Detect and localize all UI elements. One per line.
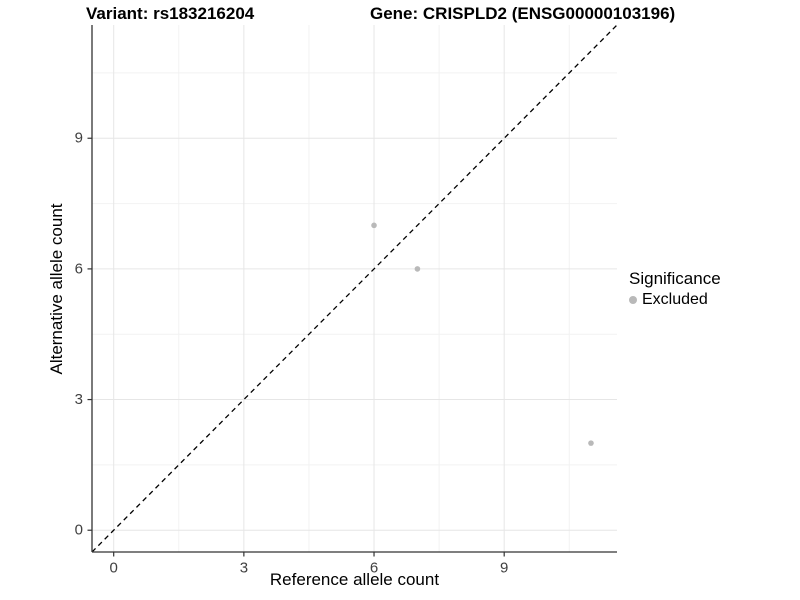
identity-dashed-line [91, 24, 618, 553]
y-tick-label: 3 [75, 391, 83, 408]
x-tick-label: 6 [370, 559, 378, 576]
y-axis-title: Alternative allele count [47, 203, 66, 375]
y-tick-label: 0 [75, 522, 83, 539]
legend-title: Significance [629, 269, 721, 288]
gene-title: Gene: CRISPLD2 (ENSG00000103196) [370, 4, 676, 23]
legend-item-excluded: Excluded [629, 291, 721, 309]
x-tick-label: 3 [240, 559, 248, 576]
x-tick-label: 9 [500, 559, 508, 576]
data-point [371, 222, 377, 229]
data-point [588, 440, 594, 446]
x-tick-label: 0 [110, 559, 118, 576]
legend-item-label: Excluded [642, 291, 708, 308]
data-point [414, 266, 421, 272]
x-axis-title: Reference allele count [269, 570, 440, 589]
variant-title: Variant: rs183216204 [86, 4, 255, 23]
y-tick-label: 9 [75, 130, 83, 147]
legend: Significance Excluded [629, 269, 721, 309]
y-tick-label: 6 [75, 260, 83, 277]
excluded-point-swatch-icon [629, 296, 637, 304]
